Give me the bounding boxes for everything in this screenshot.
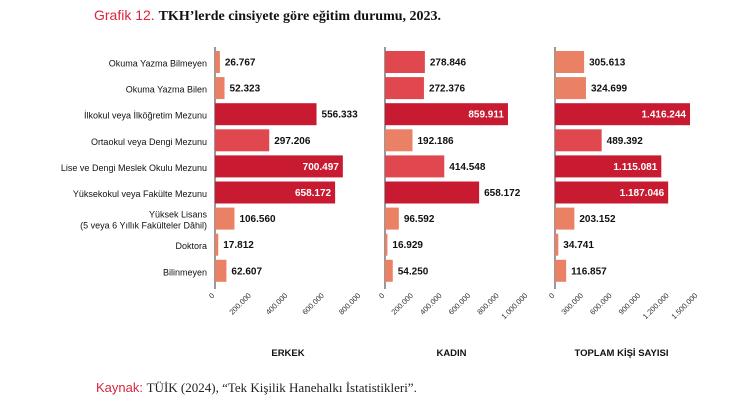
- figure-number: Grafik 12.: [94, 7, 155, 23]
- figure-title-text: TKH’lerde cinsiyete göre eğitim durumu, …: [158, 9, 442, 24]
- bar: [555, 51, 585, 73]
- bar: [555, 129, 602, 152]
- bar: [555, 259, 567, 282]
- data-label: 658.172: [484, 188, 521, 199]
- data-label: 54.250: [398, 266, 429, 277]
- bar: [555, 155, 662, 178]
- tick-label: 1.200.000: [641, 291, 671, 321]
- data-label: 556.333: [322, 110, 359, 121]
- data-label: 700.497: [303, 162, 340, 173]
- source-note: Kaynak: TÜİK (2024), “Tek Kişilik Haneha…: [96, 380, 417, 396]
- bar: [215, 155, 343, 178]
- data-label: 489.392: [607, 136, 644, 147]
- bar: [385, 77, 424, 100]
- bar: [385, 103, 508, 126]
- data-label: 859.911: [468, 110, 504, 121]
- panel-label: KADIN: [436, 348, 466, 359]
- bar: [385, 259, 393, 282]
- bar: [385, 51, 425, 73]
- data-label: 16.929: [392, 240, 423, 251]
- tick-label: 900.000: [617, 291, 643, 317]
- bar: [555, 181, 669, 204]
- bar: [215, 77, 225, 100]
- bar: [215, 181, 336, 204]
- data-label: 34.741: [563, 240, 594, 251]
- category-label: (5 veya 6 Yıllık Fakülteler Dâhil): [80, 221, 207, 231]
- category-label: Okuma Yazma Bilen: [126, 85, 207, 95]
- tick-label: 0: [547, 291, 556, 300]
- tick-label: 1.500.000: [669, 291, 699, 321]
- category-label: Okuma Yazma Bilmeyen: [109, 59, 207, 69]
- category-label: Lise ve Dengi Meslek Okulu Mezunu: [61, 163, 207, 173]
- tick-label: 200.000: [227, 291, 253, 317]
- data-label: 96.592: [404, 214, 435, 225]
- category-label: İlkokul veya İlköğretim Mezunu: [84, 111, 207, 121]
- bar: [385, 129, 413, 152]
- tick-label: 0: [377, 291, 386, 300]
- data-label: 414.548: [449, 162, 486, 173]
- category-label: Doktora: [175, 241, 207, 251]
- tick-label: 400.000: [264, 291, 290, 317]
- bar: [385, 207, 399, 230]
- bar: [385, 155, 445, 178]
- tick-label: 600.000: [447, 291, 473, 317]
- data-label: 192.186: [417, 136, 454, 147]
- tick-label: 200.000: [389, 291, 415, 317]
- panel-label: TOPLAM KİŞİ SAYISI: [575, 348, 669, 359]
- category-label: Yüksekokul veya Fakülte Mezunu: [73, 189, 207, 199]
- category-label: Ortaokul veya Dengi Mezunu: [91, 137, 207, 147]
- tick-label: 600.000: [300, 291, 326, 317]
- source-text: TÜİK (2024), “Tek Kişilik Hanehalkı İsta…: [146, 380, 417, 395]
- data-label: 203.152: [579, 214, 616, 225]
- bar: [555, 233, 559, 256]
- data-label: 1.187.046: [620, 188, 665, 199]
- tick-label: 400.000: [418, 291, 444, 317]
- data-label: 62.607: [231, 266, 262, 277]
- bar: [215, 129, 270, 152]
- category-label: Yüksek Lisans: [149, 210, 208, 220]
- data-label: 116.857: [571, 266, 607, 277]
- data-label: 52.323: [230, 84, 261, 95]
- bar: [215, 233, 219, 256]
- data-label: 324.699: [591, 84, 628, 95]
- bar: [215, 207, 235, 230]
- bar: [385, 233, 388, 256]
- category-label: Bilinmeyen: [163, 267, 207, 277]
- tick-label: 800.000: [337, 291, 363, 317]
- bar: [555, 77, 586, 100]
- chart-title: Grafik 12. TKH’lerde cinsiyete göre eğit…: [94, 7, 441, 25]
- data-label: 297.206: [274, 136, 311, 147]
- bar: [555, 103, 691, 126]
- data-label: 26.767: [225, 58, 256, 69]
- data-label: 278.846: [430, 58, 467, 69]
- data-label: 658.172: [295, 188, 332, 199]
- bar: [215, 103, 317, 126]
- data-label: 305.613: [589, 58, 626, 69]
- bar: [555, 207, 575, 230]
- bar: [215, 51, 220, 73]
- data-label: 106.560: [239, 214, 276, 225]
- data-label: 17.812: [223, 240, 254, 251]
- data-label: 1.115.081: [613, 162, 657, 173]
- tick-label: 600.000: [588, 291, 614, 317]
- data-label: 1.416.244: [642, 110, 687, 121]
- bar: [385, 181, 480, 204]
- bar: [215, 259, 227, 282]
- tick-label: 0: [207, 291, 216, 300]
- tick-label: 800.000: [475, 291, 501, 317]
- tick-label: 300.000: [559, 291, 585, 317]
- tick-label: 1.000.000: [499, 291, 529, 321]
- source-label: Kaynak:: [96, 380, 143, 395]
- data-label: 272.376: [429, 84, 466, 95]
- panel-label: ERKEK: [271, 348, 304, 359]
